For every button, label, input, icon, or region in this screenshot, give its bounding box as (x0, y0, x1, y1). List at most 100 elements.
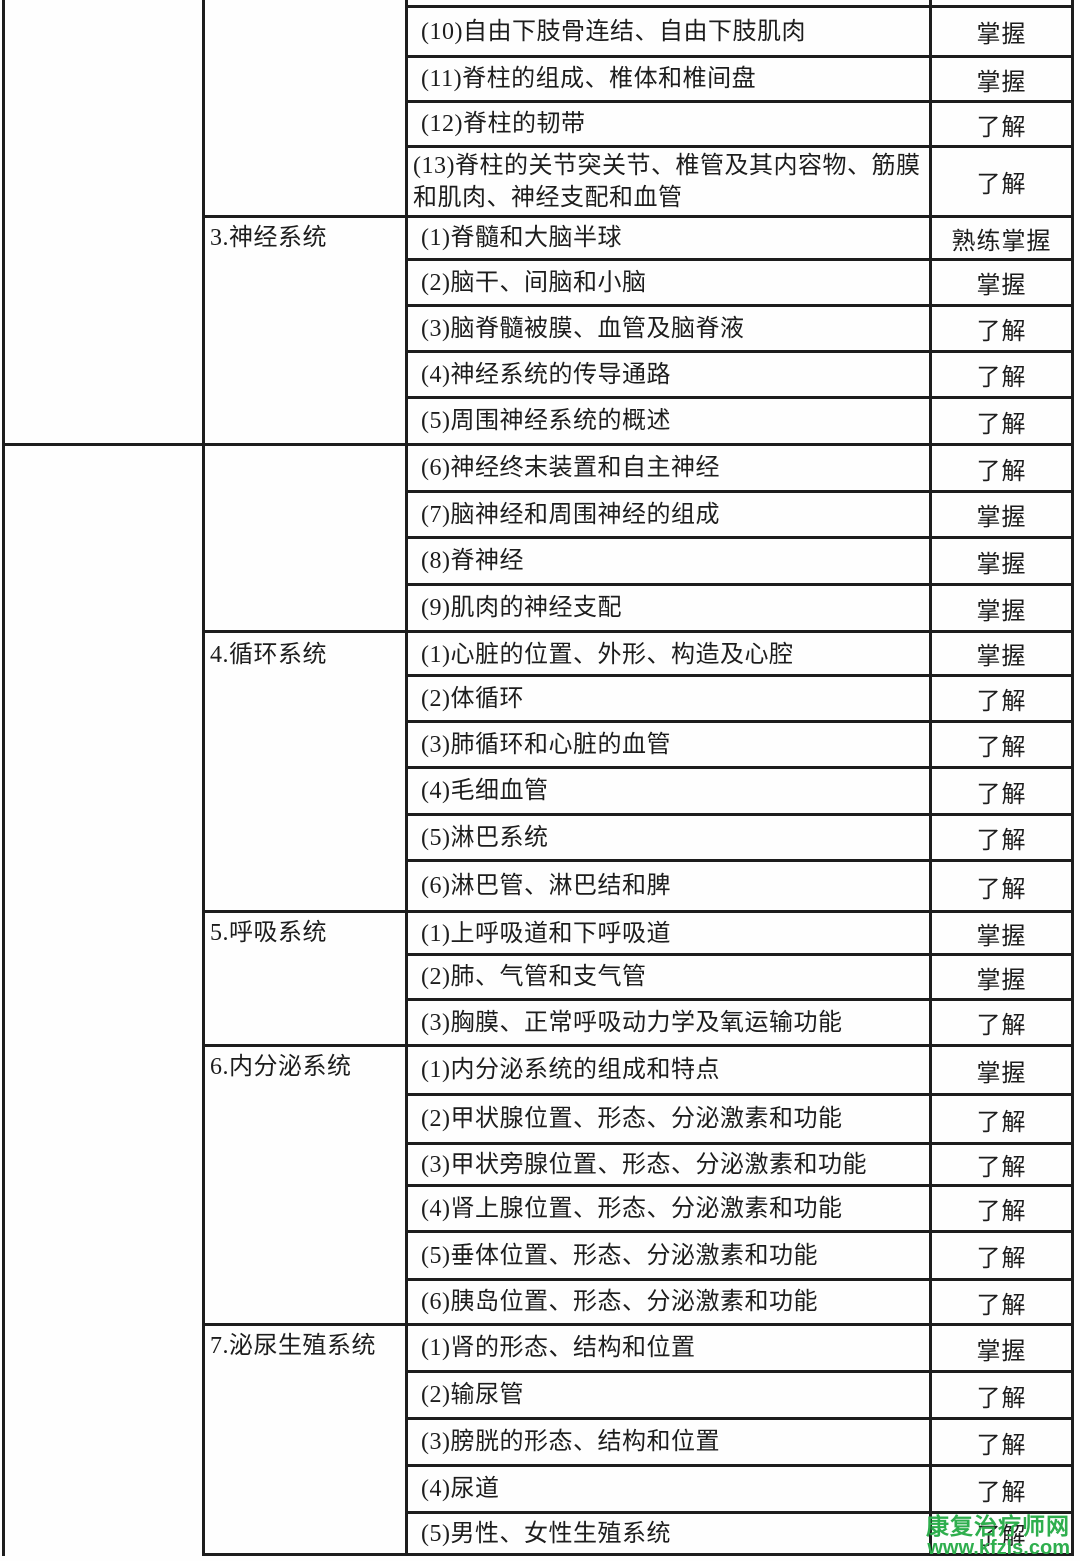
grade-cell: 了解 (976, 828, 1027, 854)
table-row: (8)脊神经 掌握 (405, 536, 1074, 583)
grade-cell: 了解 (976, 319, 1027, 345)
site-watermark: 康复治疗师网 www.kfzls.com (926, 1514, 1070, 1559)
section-label-circulatory-system: 4.循环系统 (210, 642, 327, 668)
table-row: (3)胸膜、正常呼吸动力学及氧运输功能 了解 (405, 998, 1074, 1044)
watermark-site-url: www.kfzls.com (927, 1537, 1070, 1559)
table-row: (13)脊柱的关节突关节、椎管及其内容物、筋膜和肌肉、神经支配和血管 了解 (405, 145, 1074, 215)
topic-cell: (3)膀胱的形态、结构和位置 (421, 1429, 720, 1455)
grade-cell: 掌握 (976, 598, 1027, 625)
grade-cell: 了解 (976, 114, 1027, 141)
table-row: (2)脑干、间脑和小脑 掌握 (405, 258, 1074, 304)
table-row: (1)内分泌系统的组成和特点 掌握 (405, 1044, 1074, 1093)
topic-cell: (3)甲状旁腺位置、形态、分泌激素和功能 (421, 1151, 867, 1178)
topic-cell: (5)淋巴系统 (421, 824, 549, 851)
table-row: (1)肾的形态、结构和位置 掌握 (405, 1323, 1074, 1370)
topic-cell: (11)脊柱的组成、椎体和椎间盘 (421, 66, 757, 92)
topic-cell: (1)脊髓和大脑半球 (421, 225, 622, 251)
table-row: (2)肺、气管和支气管 掌握 (405, 953, 1074, 998)
grade-cell: 了解 (976, 458, 1027, 485)
topic-cell: (2)甲状腺位置、形态、分泌激素和功能 (421, 1106, 843, 1132)
topic-cell: (10)自由下肢骨连结、自由下肢肌肉 (421, 18, 806, 45)
table-row: (6)神经终末装置和自主神经 了解 (405, 443, 1074, 490)
table-border-right (1071, 0, 1074, 1553)
table-row: (1)脊髓和大脑半球 熟练掌握 (405, 215, 1074, 258)
topic-cell: (2)肺、气管和支气管 (421, 964, 647, 990)
topic-cell: (4)尿道 (421, 1476, 500, 1502)
grade-cell: 了解 (976, 365, 1027, 391)
watermark-site-name: 康复治疗师网 (926, 1512, 1070, 1539)
table-row: (11)脊柱的组成、椎体和椎间盘 掌握 (405, 55, 1074, 100)
grade-cell: 了解 (976, 1109, 1027, 1136)
topic-cell: (5)男性、女性生殖系统 (421, 1520, 671, 1547)
topic-cell: (4)神经系统的传导通路 (421, 361, 671, 388)
topic-cell: (2)脑干、间脑和小脑 (421, 269, 647, 296)
topic-cell: (9)肌肉的神经支配 (421, 595, 622, 621)
table-row: (4)肾上腺位置、形态、分泌激素和功能 了解 (405, 1184, 1074, 1230)
table-divider-col3-col4 (929, 0, 932, 1553)
section5-top-border (202, 910, 408, 913)
topic-cell: (3)脑脊髓被膜、血管及脑脊液 (421, 315, 745, 342)
grade-cell: 了解 (976, 1155, 1027, 1181)
table-row: (3)膀胱的形态、结构和位置 了解 (405, 1417, 1074, 1464)
table-row: (7)脑神经和周围神经的组成 掌握 (405, 490, 1074, 536)
table-row: (6)淋巴管、淋巴结和脾 了解 (405, 859, 1074, 910)
topic-cell: (1)心脏的位置、外形、构造及心腔 (421, 642, 794, 668)
table-row: (2)甲状腺位置、形态、分泌激素和功能 了解 (405, 1093, 1074, 1142)
grade-cell: 了解 (976, 735, 1027, 761)
section3-top-border (202, 215, 408, 218)
grade-cell: 掌握 (976, 923, 1027, 950)
table-row: (6)胰岛位置、形态、分泌激素和功能 了解 (405, 1278, 1074, 1323)
table-row: (2)输尿管 了解 (405, 1370, 1074, 1417)
table-border-left (2, 0, 5, 1556)
topic-cell: (1)内分泌系统的组成和特点 (421, 1057, 720, 1083)
section-label-endocrine-system: 6.内分泌系统 (210, 1054, 352, 1080)
table-row: (9)肌肉的神经支配 掌握 (405, 583, 1074, 630)
grade-cell: 了解 (976, 1199, 1027, 1225)
grade-cell: 掌握 (976, 644, 1027, 670)
grade-cell: 掌握 (976, 967, 1027, 994)
section6-top-border (202, 1044, 408, 1047)
grade-cell: 了解 (976, 689, 1027, 715)
table-row: (5)男性、女性生殖系统 了解 (405, 1511, 1074, 1553)
table-row: (4)尿道 了解 (405, 1464, 1074, 1511)
topic-cell: (2)体循环 (421, 685, 524, 712)
table-row: (1)心脏的位置、外形、构造及心腔 掌握 (405, 630, 1074, 674)
table-row: (2)体循环 了解 (405, 674, 1074, 720)
table-row: (4)神经系统的传导通路 了解 (405, 350, 1074, 396)
grade-cell: 掌握 (976, 505, 1027, 531)
table-row: (1)上呼吸道和下呼吸道 掌握 (405, 910, 1074, 953)
grade-cell: 掌握 (976, 69, 1027, 96)
section-label-urogenital-system: 7.泌尿生殖系统 (210, 1333, 376, 1359)
topic-cell: (12)脊柱的韧带 (421, 111, 586, 137)
topic-cell: (6)胰岛位置、形态、分泌激素和功能 (421, 1289, 818, 1315)
topic-cell: (8)脊神经 (421, 548, 524, 574)
grade-cell: 了解 (976, 781, 1027, 808)
topic-cell: (5)周围神经系统的概述 (421, 408, 671, 434)
grade-cell: 了解 (976, 1479, 1027, 1506)
table-row: (10)自由下肢骨连结、自由下肢肌肉 掌握 (405, 5, 1074, 55)
grade-cell: 了解 (976, 1524, 1027, 1550)
section7-top-border (202, 1323, 408, 1326)
grade-cell: 了解 (976, 1385, 1027, 1412)
topic-cell: (3)胸膜、正常呼吸动力学及氧运输功能 (421, 1009, 843, 1036)
topic-cell: (1)上呼吸道和下呼吸道 (421, 921, 671, 947)
grade-cell: 了解 (976, 1246, 1027, 1272)
grade-cell: 了解 (976, 172, 1027, 198)
table-row: (5)垂体位置、形态、分泌激素和功能 了解 (405, 1230, 1074, 1278)
topic-cell: (6)神经终末装置和自主神经 (421, 455, 720, 481)
grade-cell: 掌握 (976, 22, 1027, 48)
grade-cell: 了解 (976, 876, 1027, 903)
section4-top-border (202, 630, 408, 633)
table-row: (4)毛细血管 了解 (405, 766, 1074, 813)
topic-cell: (5)垂体位置、形态、分泌激素和功能 (421, 1242, 818, 1269)
table-divider-col2-col3 (405, 0, 408, 1553)
topic-cell: (13)脊柱的关节突关节、椎管及其内容物、筋膜和肌肉、神经支配和血管 (413, 152, 921, 211)
table-row: (3)脑脊髓被膜、血管及脑脊液 了解 (405, 304, 1074, 350)
grade-cell: 掌握 (976, 1060, 1027, 1087)
table-border-bottom (202, 1553, 1074, 1556)
table-row: (12)脊柱的韧带 了解 (405, 100, 1074, 145)
table-row: (5)周围神经系统的概述 了解 (405, 396, 1074, 443)
grade-cell: 掌握 (976, 1338, 1027, 1365)
table-row: (3)肺循环和心脏的血管 了解 (405, 720, 1074, 766)
